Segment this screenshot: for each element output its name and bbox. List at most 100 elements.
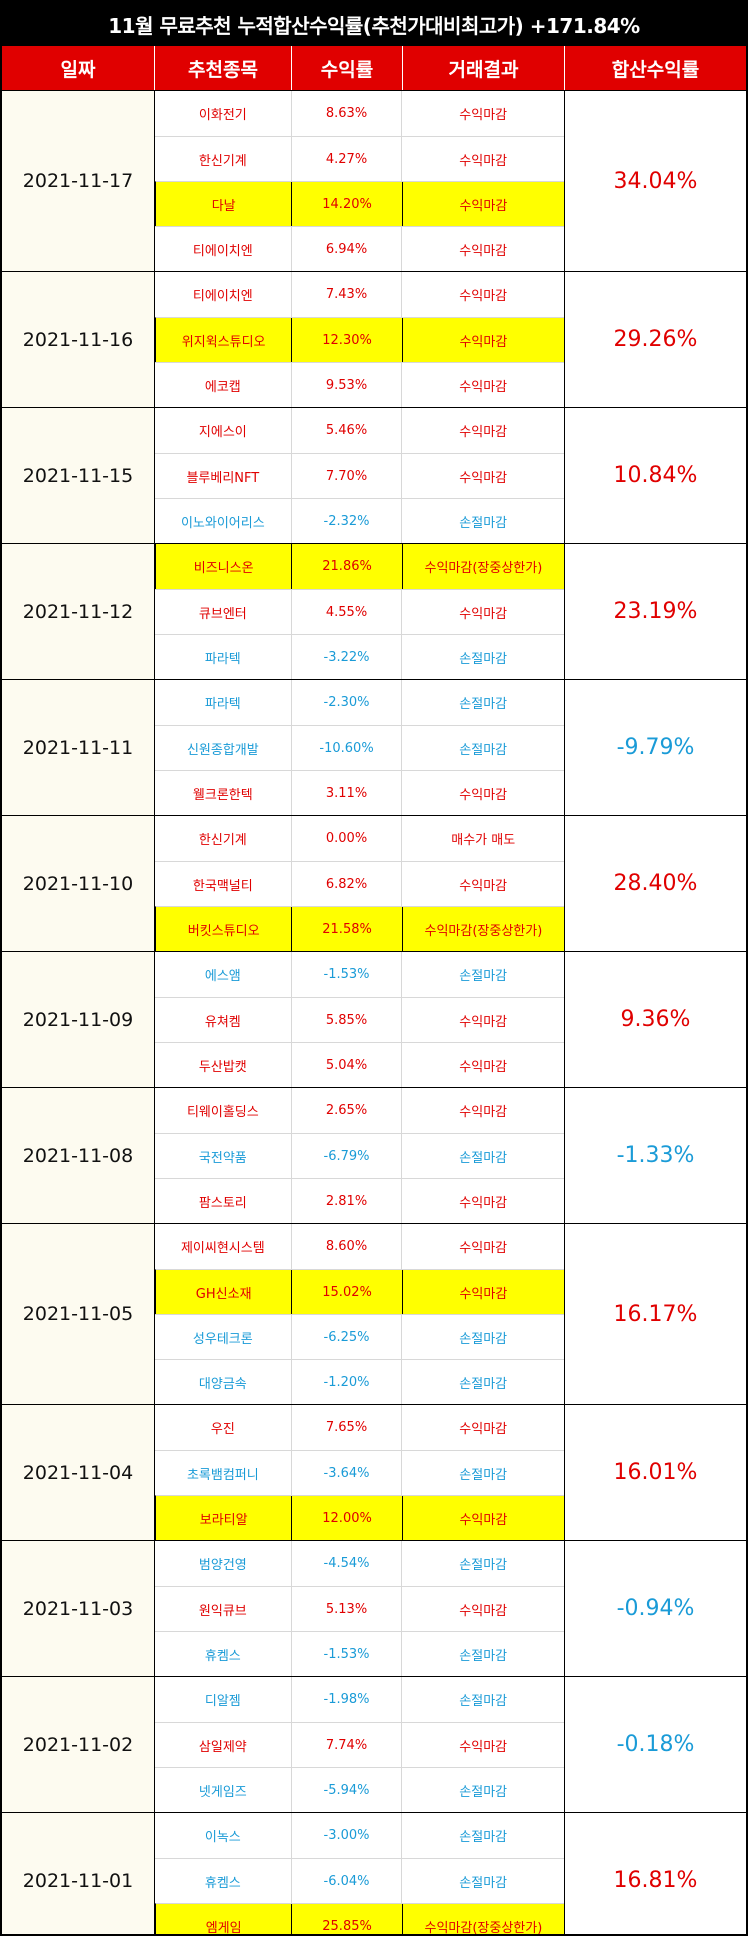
trade-result: 수익마감 — [459, 787, 508, 803]
stock-name: 티웨이홀딩스 — [155, 1088, 292, 1133]
stock-rows: 이녹스 -3.00% 손절마감 휴켐스 -6.04% 손절마감 엠게임 25.85% 수익마감(… — [155, 1813, 565, 1934]
table-title: 11월 무료추천 누적합산수익률(추천가대비최고가) +171.84% — [2, 2, 746, 46]
table-row: 지에스이 5.46% 수익마감 — [155, 408, 564, 453]
table-row: 한신기계 0.00% 매수가 매도 — [155, 816, 564, 861]
date-cell: 2021-11-05 — [2, 1224, 155, 1404]
stock-rows: 이화전기 8.63% 수익마감 한신기계 4.27% 수익마감 다날 14.20% 수익마감 티에… — [155, 91, 565, 271]
stock-name: 제이씨현시스템 — [155, 1224, 292, 1269]
table-row: 웰크론한텍 3.11% 수익마감 — [155, 770, 564, 815]
trade-result: 수익마감 — [459, 1059, 508, 1075]
return-rate: -10.60% — [292, 726, 403, 770]
table-row: 티에이치엔 7.43% 수익마감 — [155, 272, 564, 317]
combined-return: -0.94% — [616, 1596, 695, 1621]
table-row: 초록뱀컴퍼니 -3.64% 손절마감 — [155, 1450, 564, 1495]
table-row: 팜스토리 2.81% 수익마감 — [155, 1178, 564, 1223]
table-row: 유쳐켐 5.85% 수익마감 — [155, 997, 564, 1042]
stock-name: 이녹스 — [155, 1813, 292, 1858]
table-row: 블루베리NFT 7.70% 수익마감 — [155, 453, 564, 498]
trade-result: 수익마감 — [459, 1014, 508, 1030]
stock-name: 넷게임즈 — [155, 1768, 292, 1812]
return-rate: 2.81% — [292, 1179, 403, 1223]
table-row: 에코캡 9.53% 수익마감 — [155, 362, 564, 407]
return-rate: 8.60% — [292, 1224, 403, 1269]
table-row: 원익큐브 5.13% 수익마감 — [155, 1586, 564, 1631]
return-rate: 12.30% — [292, 318, 403, 362]
trade-result: 손절마감 — [459, 651, 508, 667]
date-group: 2021-11-05 제이씨현시스템 8.60% 수익마감 GH신소재 15.02% 수익마… — [2, 1223, 746, 1404]
trade-result: 수익마감 — [459, 1512, 508, 1528]
table-row: 보라티알 12.00% 수익마감 — [155, 1495, 564, 1540]
stock-name: 지에스이 — [155, 408, 292, 453]
return-rate: -5.94% — [292, 1768, 403, 1812]
date-group: 2021-11-16 티에이치엔 7.43% 수익마감 위지윅스튜디오 12.30% 수익마… — [2, 271, 746, 407]
stock-name: 한국맥널티 — [155, 862, 292, 906]
stock-name: 한신기계 — [155, 137, 292, 181]
table-row: 이노와이어리스 -2.32% 손절마감 — [155, 498, 564, 543]
table-row: 범양건영 -4.54% 손절마감 — [155, 1541, 564, 1586]
stock-rows: 에스앰 -1.53% 손절마감 유쳐켐 5.85% 수익마감 두산밥캣 5.04% 수익마감 — [155, 952, 565, 1087]
stock-rows: 범양건영 -4.54% 손절마감 원익큐브 5.13% 수익마감 휴켐스 -1.53% 손절마감 — [155, 1541, 565, 1676]
trade-result: 수익마감 — [459, 108, 508, 123]
trade-result: 수익마감 — [459, 878, 508, 894]
return-rate: 5.46% — [292, 408, 403, 453]
return-rate: 21.58% — [292, 907, 403, 951]
return-rate: 7.70% — [292, 454, 403, 498]
stock-name: GH신소재 — [156, 1270, 293, 1314]
return-rate: -1.20% — [292, 1360, 403, 1404]
combined-return: 28.40% — [613, 871, 698, 896]
stock-name: 파라텍 — [155, 680, 292, 725]
trade-result: 수익마감(장중상한가) — [424, 923, 543, 939]
table-row: GH신소재 15.02% 수익마감 — [155, 1269, 564, 1314]
table-row: 에스앰 -1.53% 손절마감 — [155, 952, 564, 997]
date-cell: 2021-11-16 — [2, 272, 155, 407]
stock-name: 다날 — [156, 182, 293, 226]
combined-return: 34.04% — [613, 168, 698, 194]
table-row: 다날 14.20% 수익마감 — [155, 181, 564, 226]
date-group: 2021-11-01 이녹스 -3.00% 손절마감 휴켐스 -6.04% 손절마감 엠게임 2… — [2, 1812, 746, 1934]
stock-name: 파라텍 — [155, 635, 292, 679]
date-group: 2021-11-11 파라텍 -2.30% 손절마감 신원종합개발 -10.60% 손절마감… — [2, 679, 746, 815]
table-row: 성우테크론 -6.25% 손절마감 — [155, 1314, 564, 1359]
return-rate: 6.94% — [292, 227, 403, 271]
trade-result: 손절마감 — [459, 1694, 508, 1709]
stock-rows: 디알젬 -1.98% 손절마감 삼일제약 7.74% 수익마감 넷게임즈 -5.94% 손절마감 — [155, 1677, 565, 1812]
trade-result: 수익마감 — [459, 153, 508, 169]
return-rate: 9.53% — [292, 363, 403, 407]
stock-rows: 제이씨현시스템 8.60% 수익마감 GH신소재 15.02% 수익마감 성우테크론 -6.2… — [155, 1224, 565, 1404]
stock-name: 엠게임 — [156, 1904, 293, 1934]
stock-rows: 우진 7.65% 수익마감 초록뱀컴퍼니 -3.64% 손절마감 보라티알 12.00% 수익마… — [155, 1405, 565, 1540]
trade-result: 수익마감 — [459, 1241, 508, 1256]
return-rate: 7.65% — [292, 1405, 403, 1450]
date-group: 2021-11-15 지에스이 5.46% 수익마감 블루베리NFT 7.70% 수익마감 이… — [2, 407, 746, 543]
return-rate: -4.54% — [292, 1541, 403, 1586]
return-rate: -1.53% — [292, 952, 403, 997]
table-row: 우진 7.65% 수익마감 — [155, 1405, 564, 1450]
combined-return: 16.17% — [613, 1301, 698, 1327]
return-rate: -3.64% — [292, 1451, 403, 1495]
date-cell: 2021-11-15 — [2, 408, 155, 543]
table-row: 파라텍 -3.22% 손절마감 — [155, 634, 564, 679]
date-cell: 2021-11-08 — [2, 1088, 155, 1223]
return-rate: 2.65% — [292, 1088, 403, 1133]
stock-name: 삼일제약 — [155, 1723, 292, 1767]
return-rate: 0.00% — [292, 816, 403, 861]
trade-result: 손절마감 — [459, 1467, 508, 1483]
stock-rows: 티에이치엔 7.43% 수익마감 위지윅스튜디오 12.30% 수익마감 에코캡 9.53% 수… — [155, 272, 565, 407]
date-cell: 2021-11-01 — [2, 1813, 155, 1934]
date-cell: 2021-11-11 — [2, 680, 155, 815]
trade-result: 수익마감 — [459, 1422, 508, 1437]
table-row: 이화전기 8.63% 수익마감 — [155, 91, 564, 136]
table-row: 대양금속 -1.20% 손절마감 — [155, 1359, 564, 1404]
date-cell: 2021-11-09 — [2, 952, 155, 1087]
stock-name: 이화전기 — [155, 91, 292, 136]
table-row: 이녹스 -3.00% 손절마감 — [155, 1813, 564, 1858]
return-rate: 3.11% — [292, 771, 403, 815]
table-row: 넷게임즈 -5.94% 손절마감 — [155, 1767, 564, 1812]
trade-result: 수익마감(장중상한가) — [424, 561, 543, 576]
table-body: 2021-11-17 이화전기 8.63% 수익마감 한신기계 4.27% 수익마감 다날 14… — [2, 90, 746, 1934]
stock-name: 휴켐스 — [155, 1632, 292, 1676]
trade-result: 수익마감 — [459, 379, 508, 395]
return-rate: 7.74% — [292, 1723, 403, 1767]
trade-result: 수익마감 — [459, 1195, 508, 1211]
